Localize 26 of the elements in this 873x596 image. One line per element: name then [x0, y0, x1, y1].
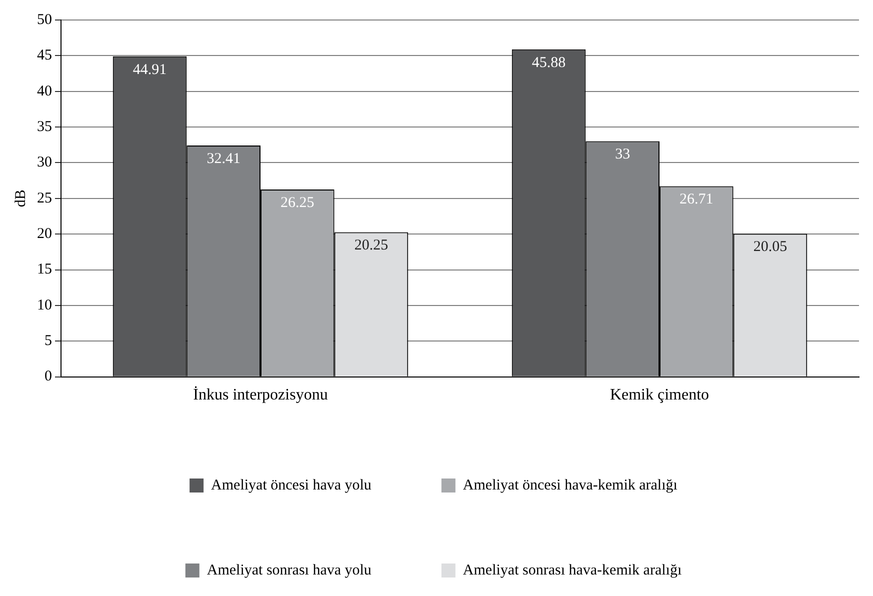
legend-label: Ameliyat öncesi hava yolu	[211, 477, 372, 494]
data-label: 20.25	[354, 238, 388, 254]
legend-label: Ameliyat sonrası hava-kemik aralığı	[462, 562, 682, 578]
data-label: 45.88	[532, 54, 566, 71]
data-label: 26.71	[680, 192, 714, 208]
y-axis-title: dB	[12, 190, 29, 208]
y-tick-label: 40	[37, 83, 52, 100]
y-tick-label: 5	[44, 333, 52, 350]
y-tick-label: 35	[37, 118, 52, 135]
data-label: 26.25	[280, 194, 314, 211]
y-tick-label: 45	[37, 48, 52, 64]
data-label: 32.41	[206, 150, 240, 167]
legend-label: Ameliyat sonrası hava yolu	[206, 562, 372, 578]
y-tick-label: 50	[37, 12, 52, 28]
y-tick-label: 10	[37, 297, 52, 314]
y-tick-label: 0	[44, 368, 52, 385]
x-tick-label: Kemik çimento	[610, 386, 710, 404]
data-label: 44.91	[132, 62, 167, 78]
y-tick-label: 25	[37, 190, 52, 206]
y-tick-label: 20	[37, 226, 52, 242]
legend-label: Ameliyat öncesi hava-kemik aralığı	[462, 477, 678, 494]
data-label: 33	[615, 146, 630, 163]
y-tick-label: 30	[37, 154, 52, 171]
x-tick-label: İnkus interpozisyonu	[193, 386, 328, 404]
data-label: 20.05	[753, 239, 788, 256]
y-tick-label: 15	[37, 262, 52, 278]
